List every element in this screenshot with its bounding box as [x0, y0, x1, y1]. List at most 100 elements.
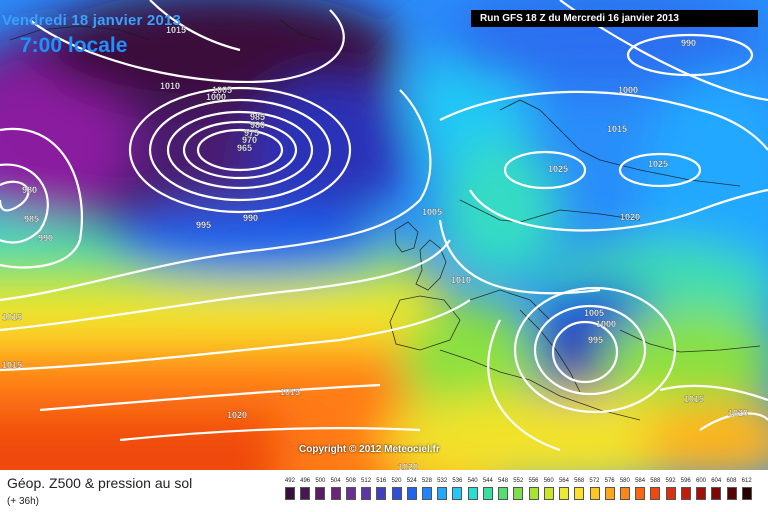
- scale-swatch: [330, 487, 341, 500]
- scale-label: 568: [574, 478, 585, 484]
- scale-label: 540: [467, 478, 478, 484]
- scale-swatch: [696, 487, 707, 500]
- scale-step: 584: [634, 478, 646, 512]
- scale-swatch: [711, 487, 722, 500]
- isobar-label: 1025: [648, 159, 668, 169]
- scale-step: 520: [391, 478, 403, 512]
- scale-label: 596: [680, 478, 691, 484]
- scale-swatch: [619, 487, 630, 500]
- scale-swatch: [391, 487, 402, 500]
- scale-label: 492: [284, 478, 295, 484]
- isobar-label: 1015: [166, 25, 186, 35]
- forecast-time: 7:00 locale: [20, 34, 128, 57]
- isobar-label: 985: [250, 112, 265, 122]
- scale-step: 604: [710, 478, 722, 512]
- scale-label: 608: [726, 478, 737, 484]
- scale-step: 548: [497, 478, 509, 512]
- isobar-label: 1010: [451, 275, 471, 285]
- isobar-label: 1010: [160, 81, 180, 91]
- scale-step: 496: [299, 478, 311, 512]
- scale-swatch: [604, 487, 615, 500]
- scale-label: 528: [421, 478, 432, 484]
- isobar-label-group: 1015 1010 1005 1000 985 980 975 970 965 …: [2, 25, 748, 470]
- scale-swatch: [726, 487, 737, 500]
- isobar-label: 990: [243, 213, 258, 223]
- isobar-label: 980: [22, 185, 37, 195]
- scale-label: 552: [513, 478, 524, 484]
- scale-swatch: [406, 487, 417, 500]
- isobar-label: 1005: [584, 308, 604, 318]
- forecast-date: Vendredi 18 janvier 2013: [2, 12, 182, 29]
- color-scale: 492 496 500 504 508 512 516 520 524 528 532 536 540 5…: [284, 478, 756, 512]
- scale-step: 540: [467, 478, 479, 512]
- isobar-label: 995: [588, 335, 603, 345]
- scale-step: 532: [436, 478, 448, 512]
- scale-swatch: [422, 487, 433, 500]
- scale-swatch: [285, 487, 295, 500]
- scale-label: 604: [711, 478, 722, 484]
- scale-step: 500: [314, 478, 326, 512]
- isobar-label: 1020: [227, 410, 247, 420]
- scale-swatch: [376, 487, 387, 500]
- scale-label: 592: [665, 478, 676, 484]
- scale-swatch: [467, 487, 478, 500]
- scale-step: 612: [741, 478, 753, 512]
- scale-label: 548: [498, 478, 509, 484]
- scale-step: 508: [345, 478, 357, 512]
- scale-swatch: [482, 487, 493, 500]
- scale-swatch: [589, 487, 600, 500]
- scale-label: 588: [650, 478, 661, 484]
- isobar-label: 1000: [596, 319, 616, 329]
- isobar-label: 970: [242, 135, 257, 145]
- scale-step: 504: [330, 478, 342, 512]
- isobar-label: 1015: [2, 360, 22, 370]
- scale-step: 516: [375, 478, 387, 512]
- isobar-label: 1025: [548, 164, 568, 174]
- scale-swatch: [528, 487, 539, 500]
- scale-step: 572: [589, 478, 601, 512]
- scale-swatch: [437, 487, 448, 500]
- scale-step: 580: [619, 478, 631, 512]
- isobar-label: 1000: [618, 85, 638, 95]
- scale-label: 512: [361, 478, 372, 484]
- isobar-label: 1005: [422, 207, 442, 217]
- scale-swatch: [300, 487, 311, 500]
- scale-label: 500: [315, 478, 326, 484]
- scale-step: 588: [649, 478, 661, 512]
- legend-title: Géop. Z500 & pression au sol: [7, 475, 193, 491]
- scale-step: 560: [543, 478, 555, 512]
- model-run-banner: Run GFS 18 Z du Mercredi 16 janvier 2013: [471, 10, 758, 27]
- scale-swatch: [559, 487, 570, 500]
- isobar-label: 990: [681, 38, 696, 48]
- scale-step: 552: [512, 478, 524, 512]
- isobar-label: 975: [244, 128, 259, 138]
- scale-label: 504: [330, 478, 341, 484]
- scale-step: 512: [360, 478, 372, 512]
- isobar-label: 1015: [2, 312, 22, 322]
- isobar-label: 980: [250, 120, 265, 130]
- isobar-label: 1015: [280, 387, 300, 397]
- isobar-label: 1015: [684, 394, 704, 404]
- scale-step: 564: [558, 478, 570, 512]
- scale-step: 608: [726, 478, 738, 512]
- isobar-label: 1005: [212, 85, 232, 95]
- scale-label: 560: [543, 478, 554, 484]
- isobar-label: 1020: [398, 462, 418, 470]
- scale-swatch: [345, 487, 356, 500]
- scale-swatch: [361, 487, 372, 500]
- isobar-label: 1020: [728, 408, 748, 418]
- scale-swatch: [741, 487, 752, 500]
- isobar-label: 965: [237, 143, 252, 153]
- scale-step: 592: [665, 478, 677, 512]
- scale-step: 492: [284, 478, 296, 512]
- isobar-label: 1015: [607, 124, 627, 134]
- isobar-label: 1020: [620, 212, 640, 222]
- scale-step: 556: [528, 478, 540, 512]
- scale-step: 544: [482, 478, 494, 512]
- scale-label: 544: [482, 478, 493, 484]
- scale-swatch: [574, 487, 585, 500]
- scale-label: 524: [406, 478, 417, 484]
- scale-swatch: [665, 487, 676, 500]
- scale-swatch: [452, 487, 463, 500]
- scale-label: 584: [635, 478, 646, 484]
